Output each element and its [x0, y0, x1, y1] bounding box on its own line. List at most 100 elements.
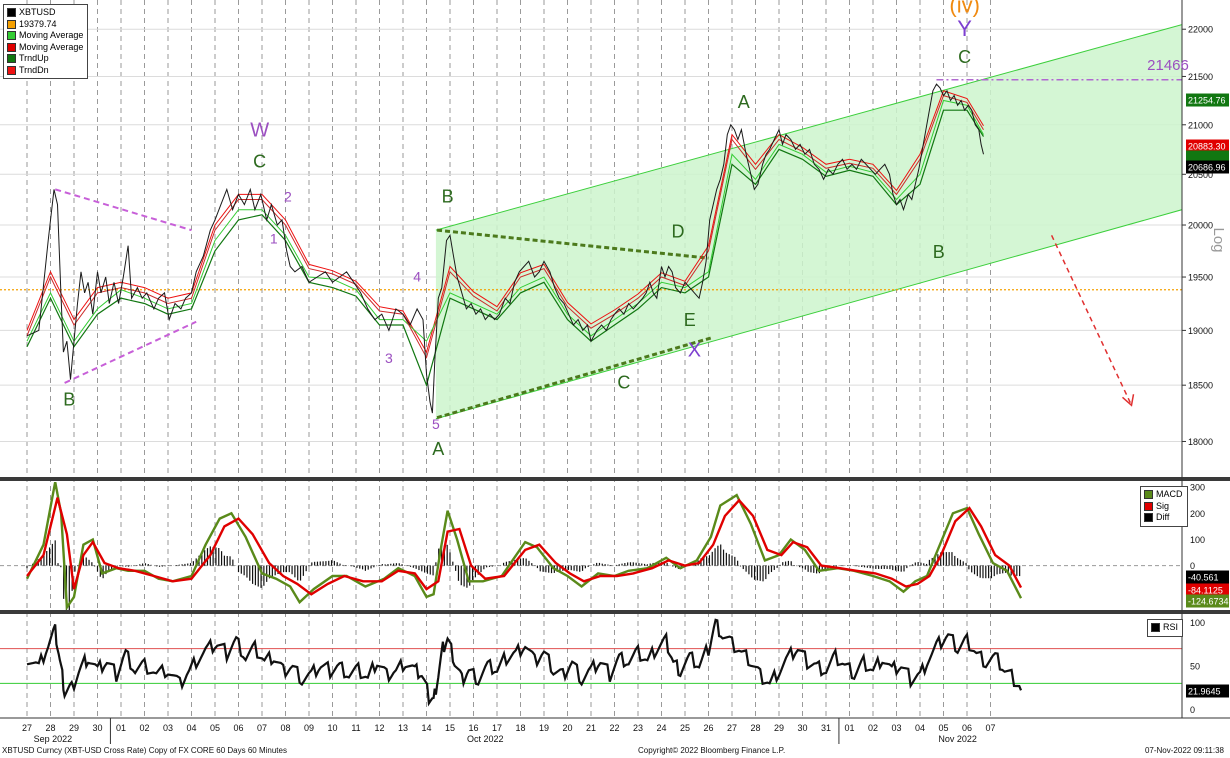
price-tick-label: 20500 [1188, 170, 1213, 180]
legend-swatch [7, 54, 16, 64]
x-tick-label: 05 [210, 723, 220, 733]
b-d-trendline [436, 228, 709, 260]
price-panel [0, 24, 1182, 420]
x-tick-label: 08 [280, 723, 290, 733]
wave-label: 2 [284, 189, 292, 205]
x-tick-label: 27 [22, 723, 32, 733]
price-tag: 20883.30 [1188, 142, 1226, 152]
price-tag: 21254.76 [1188, 96, 1226, 106]
panel-separator [0, 610, 1230, 614]
legend-swatch [7, 8, 16, 18]
macd-tick-label: 300 [1190, 483, 1205, 493]
legend-swatch [7, 31, 16, 41]
footer-source: XBTUSD Curncy (XBT-USD Cross Rate) Copy … [2, 746, 287, 755]
x-tick-label: 25 [680, 723, 690, 733]
month-label: Oct 2022 [467, 734, 504, 744]
legend-entry[interactable]: 19379.74 [7, 19, 83, 31]
wave-label: 5 [432, 416, 440, 432]
legend-entry[interactable]: Diff [1144, 512, 1183, 524]
x-tick-label: 19 [539, 723, 549, 733]
rsi-panel [0, 618, 1182, 707]
legend-entry[interactable]: MACD [1144, 489, 1183, 501]
legend-label: XBTUSD [19, 7, 56, 17]
price-tick-label: 18000 [1188, 437, 1213, 447]
legend-entry[interactable]: Sig [1144, 501, 1183, 513]
wave-label: 21466 [1147, 57, 1189, 74]
x-tick-label: 16 [468, 723, 478, 733]
price-tick-label: 18500 [1188, 381, 1213, 391]
x-tick-label: 01 [844, 723, 854, 733]
legend-label: RSI [1163, 622, 1179, 632]
x-tick-label: 28 [45, 723, 55, 733]
price-tag-bg [1186, 150, 1229, 164]
macd-tick-label: 200 [1190, 509, 1205, 519]
month-label: Sep 2022 [34, 734, 73, 744]
wave-label: E [684, 310, 696, 330]
x-tick-label: 11 [351, 723, 360, 733]
price-tick-label: 21000 [1188, 120, 1213, 130]
legend-entry[interactable]: Moving Average [7, 30, 83, 42]
x-tick-label: 07 [985, 723, 995, 733]
price-tick-label: 22000 [1188, 25, 1213, 35]
price-legend[interactable]: XBTUSD 19379.74 Moving Average Moving Avera… [3, 4, 89, 79]
price-tick-label: 19500 [1188, 273, 1213, 283]
legend-label: Moving Average [19, 41, 84, 52]
x-tick-label: 23 [633, 723, 643, 733]
x-tick-label: 20 [562, 723, 572, 733]
macd-tag: -84.1125 [1188, 586, 1223, 596]
rsi-legend[interactable]: RSI [1147, 619, 1184, 637]
x-tick-label: 04 [915, 723, 925, 733]
legend-label: Sig [1156, 500, 1170, 511]
macd-line [25, 482, 1023, 610]
wave-label: (iv) [949, 0, 980, 17]
log-scale-label: Log [1210, 227, 1227, 252]
x-tick-label: 14 [421, 723, 431, 733]
price-tag-bg [1186, 160, 1229, 174]
x-tick-label: 13 [398, 723, 408, 733]
macd-legend[interactable]: MACD Sig Diff [1140, 486, 1188, 527]
x-tick-label: 10 [327, 723, 337, 733]
month-label: Nov 2022 [938, 734, 977, 744]
x-tick-label: 07 [257, 723, 267, 733]
moving-average-red-line [26, 94, 984, 359]
price-tick-label: 21500 [1188, 72, 1213, 82]
rsi-tick-label: 100 [1190, 618, 1205, 628]
legend-entry[interactable]: RSI [1151, 622, 1178, 634]
legend-entry[interactable]: XBTUSD [7, 7, 83, 19]
x-tick-label: 15 [445, 723, 455, 733]
legend-label: MACD [1156, 489, 1183, 499]
x-tick-label: 02 [139, 723, 149, 733]
macd-tag: -40.561 [1188, 573, 1219, 583]
trend-channel-fill [435, 24, 1182, 419]
x-tick-label: 29 [69, 723, 79, 733]
legend-swatch [7, 19, 16, 29]
wave-label: B [63, 389, 75, 409]
legend-swatch [7, 65, 16, 75]
wave-label: 1 [270, 231, 278, 247]
x-tick-label: 03 [163, 723, 173, 733]
wave-label: 3 [385, 350, 393, 366]
legend-swatch [7, 42, 16, 52]
legend-entry[interactable]: TrndUp [7, 53, 83, 65]
legend-swatch [1144, 501, 1153, 511]
x-tick-label: 31 [821, 723, 831, 733]
wave-label: C [253, 151, 266, 171]
x-tick-label: 06 [233, 723, 243, 733]
price-tag-bg [1186, 139, 1229, 153]
legend-label: 19379.74 [19, 18, 57, 29]
x-tick-label: 01 [116, 723, 126, 733]
wave-label: A [432, 439, 444, 459]
legend-swatch [1151, 623, 1160, 633]
triangle-lower-line [64, 320, 197, 384]
x-tick-label: 22 [609, 723, 619, 733]
legend-entry[interactable]: TrndDn [7, 65, 83, 77]
price-tick-label: 20000 [1188, 221, 1213, 231]
rsi-tag: 21.9645 [1188, 687, 1221, 697]
legend-label: Moving Average [19, 30, 84, 40]
x-tick-label: 24 [656, 723, 666, 733]
legend-entry[interactable]: Moving Average [7, 42, 83, 54]
legend-label: TrndUp [19, 53, 49, 63]
